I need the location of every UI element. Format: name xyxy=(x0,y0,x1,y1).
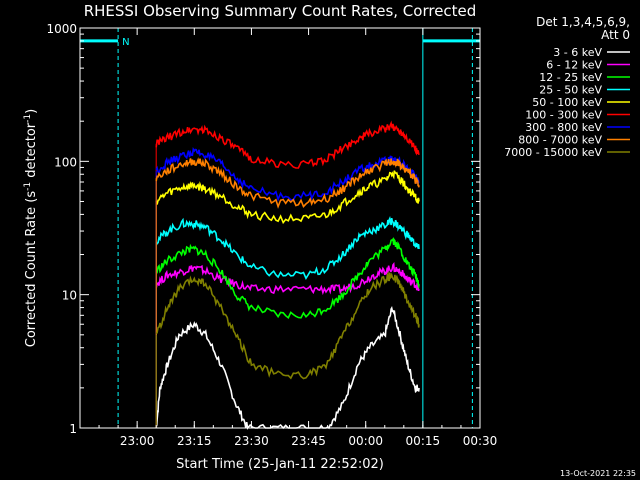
series-line-8 xyxy=(155,270,420,380)
status-bar-label-0: N xyxy=(122,37,129,48)
series-line-1 xyxy=(155,261,420,296)
legend-label-5: 100 - 300 keV xyxy=(525,109,602,122)
x-axis: 23:00 23:15 23:30 23:45 00:00 00:15 00:30 xyxy=(79,28,498,448)
legend-label-2: 12 - 25 keV xyxy=(539,71,602,84)
legend-label-3: 25 - 50 keV xyxy=(539,84,602,97)
plot-frame xyxy=(79,27,481,429)
y-label-sup2: -1 xyxy=(23,114,33,123)
x-tick-label-4: 00:00 xyxy=(348,434,383,448)
legend-header-line1: Det 1,3,4,5,6,9, xyxy=(536,15,630,29)
legend-label-4: 50 - 100 keV xyxy=(532,96,602,109)
footer-date: 13-Oct-2021 22:35 xyxy=(560,469,636,478)
x-tick-label-0: 23:00 xyxy=(120,434,155,448)
x-axis-label: Start Time (25-Jan-11 22:52:02) xyxy=(176,457,384,472)
y-tick-label-1: 10 xyxy=(62,289,77,303)
series-line-4 xyxy=(155,170,420,225)
legend-header-line2: Att 0 xyxy=(601,28,630,42)
y-label-mid: detector xyxy=(24,122,39,182)
series-line-5 xyxy=(155,120,420,169)
chart-title: RHESSI Observing Summary Count Rates, Co… xyxy=(84,2,477,20)
legend-label-6: 300 - 800 keV xyxy=(525,121,602,134)
series-line-2 xyxy=(155,236,420,319)
y-label-end: ) xyxy=(24,109,39,114)
y-tick-label-3: 1000 xyxy=(46,22,77,36)
legend-label-8: 7000 - 15000 keV xyxy=(504,146,602,159)
x-tick-label-6: 00:30 xyxy=(463,434,498,448)
series-line-3 xyxy=(155,215,420,281)
legend-label-0: 3 - 6 keV xyxy=(553,46,602,59)
legend-label-1: 6 - 12 keV xyxy=(546,59,602,72)
x-tick-label-3: 23:45 xyxy=(291,434,326,448)
y-tick-label-0: 1 xyxy=(69,422,77,436)
y-label-sup1: -1 xyxy=(23,182,33,191)
y-label-main: Corrected Count Rate (s xyxy=(24,191,39,348)
legend-label-7: 800 - 7000 keV xyxy=(518,134,602,147)
x-tick-label-2: 23:30 xyxy=(234,434,269,448)
x-tick-label-1: 23:15 xyxy=(177,434,212,448)
x-tick-label-5: 00:15 xyxy=(406,434,441,448)
series-line-7 xyxy=(155,157,420,209)
y-axis-label: Corrected Count Rate (s-1 detector-1) xyxy=(23,109,39,347)
series-group xyxy=(155,120,420,430)
y-axis: 1 10 100 1000 xyxy=(46,22,480,436)
y-tick-label-2: 100 xyxy=(54,155,77,169)
series-line-6 xyxy=(155,147,420,202)
